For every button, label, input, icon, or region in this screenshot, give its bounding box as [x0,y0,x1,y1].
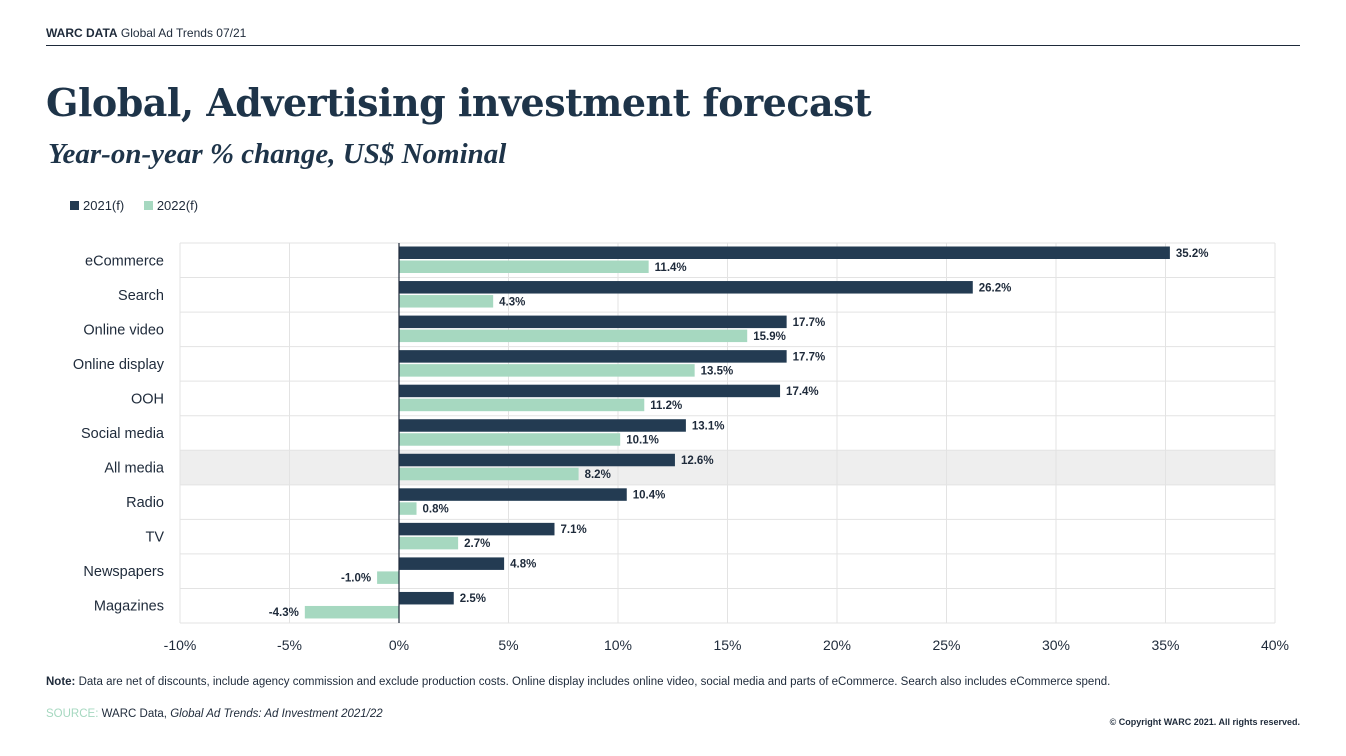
data-label: 11.2% [650,400,682,412]
bar-chart: -10% -5% 0% 5% 10% 15% 20% 25% 30% 35% 40% eCommerc… [73,242,1289,653]
legend-label-2021: 2021(f) [83,198,125,213]
legend: 2021(f) 2022(f) [70,198,214,213]
bar-2021-f--search [399,281,973,294]
bar-2021-f--all-media [399,453,675,467]
bar-2021-f--online-display [399,350,787,363]
bar-2022-f--online-video [399,329,748,343]
x-tick-label: 15% [713,637,741,653]
bar-2021-f--radio [399,488,627,501]
legend-label-2022: 2022(f) [156,198,199,213]
category-label: OOH [131,391,164,407]
bar-2021-f--social-media [399,419,686,432]
data-label: 10.1% [626,434,659,446]
x-tick-label: 30% [1042,637,1070,653]
data-label: 13.1% [692,420,725,432]
bar-2021-f--online-video [399,315,787,329]
header-line: WARC DATA Global Ad Trends 07/21 [46,26,246,40]
header-divider [46,45,1300,46]
data-label: 35.2% [1176,248,1209,260]
bar-2022-f--radio [399,502,417,515]
x-tick-label: 35% [1151,637,1179,653]
category-label: Magazines [94,599,164,615]
x-tick-label: -5% [277,637,302,653]
data-label: 15.9% [753,331,786,343]
x-tick-label: 25% [932,637,960,653]
footnote: Note: Data are net of discounts, include… [46,675,1196,689]
x-tick-label: -10% [164,637,197,653]
data-label: 4.8% [510,559,536,571]
data-label: 10.4% [633,490,666,502]
chart-subtitle: Year-on-year % change, US$ Nominal [48,138,507,170]
note-label: Note: [46,676,76,688]
data-label: 26.2% [979,282,1012,294]
category-label: Newspapers [83,564,164,580]
header-subtitle: Global Ad Trends 07/21 [120,26,247,40]
copyright: © Copyright WARC 2021. All rights reserv… [1109,717,1300,727]
data-label: 17.4% [786,386,819,398]
category-label: Online video [83,322,164,338]
bar-2022-f--all-media [399,467,579,481]
data-label: 7.1% [560,524,586,536]
bar-2022-f--tv [399,536,459,550]
source-label: SOURCE: [46,708,99,720]
source-title: Global Ad Trends: Ad Investment 2021/22 [170,708,383,720]
bar-2022-f--ooh [399,398,645,412]
data-label: 11.4% [655,262,687,274]
data-label: 0.8% [423,504,449,516]
source-text: WARC Data, [101,708,167,720]
bar-2022-f--ecommerce [399,260,649,273]
x-tick-label: 5% [498,637,518,653]
bar-2021-f--ooh [399,384,781,398]
data-label: -1.0% [341,573,371,585]
bar-2022-f--magazines [304,605,399,619]
data-label: 2.5% [460,593,486,605]
x-tick-label: 0% [389,637,409,653]
note-text: Data are net of discounts, include agenc… [78,676,1111,688]
bar-2022-f--online-display [399,364,695,377]
category-label: eCommerce [85,253,164,269]
bar-2021-f--ecommerce [399,246,1170,259]
bar-2021-f--tv [399,522,555,536]
x-tick-label: 10% [604,637,632,653]
bar-2022-f--social-media [399,433,621,446]
header-brand: WARC DATA [46,26,118,40]
category-label: Online display [73,357,165,373]
legend-swatch-2022 [143,201,153,210]
x-tick-label: 40% [1261,637,1289,653]
bar-2022-f--search [399,295,494,308]
chart-title: Global, Advertising investment forecast [46,80,872,125]
legend-item-2021: 2021(f) [70,198,124,213]
bar-2021-f--magazines [399,591,454,605]
data-label: 4.3% [499,296,525,308]
category-label: Social media [81,426,165,442]
category-label: Radio [126,495,164,511]
category-label: TV [145,530,164,546]
legend-item-2022: 2022(f) [143,198,199,213]
category-label: Search [118,288,164,304]
x-tick-label: 20% [823,637,851,653]
bar-2021-f--newspapers [399,557,505,570]
category-label: All media [104,461,165,477]
data-label: 17.7% [793,317,826,329]
data-label: 13.5% [701,365,734,377]
data-label: -4.3% [269,607,299,619]
data-label: 17.7% [793,351,826,363]
legend-swatch-2021 [70,201,79,210]
data-label: 12.6% [681,455,714,467]
bar-2022-f--newspapers [377,571,399,584]
source-line: SOURCE: WARC Data, Global Ad Trends: Ad … [46,708,383,720]
data-label: 2.7% [464,538,490,550]
data-label: 8.2% [585,469,611,481]
